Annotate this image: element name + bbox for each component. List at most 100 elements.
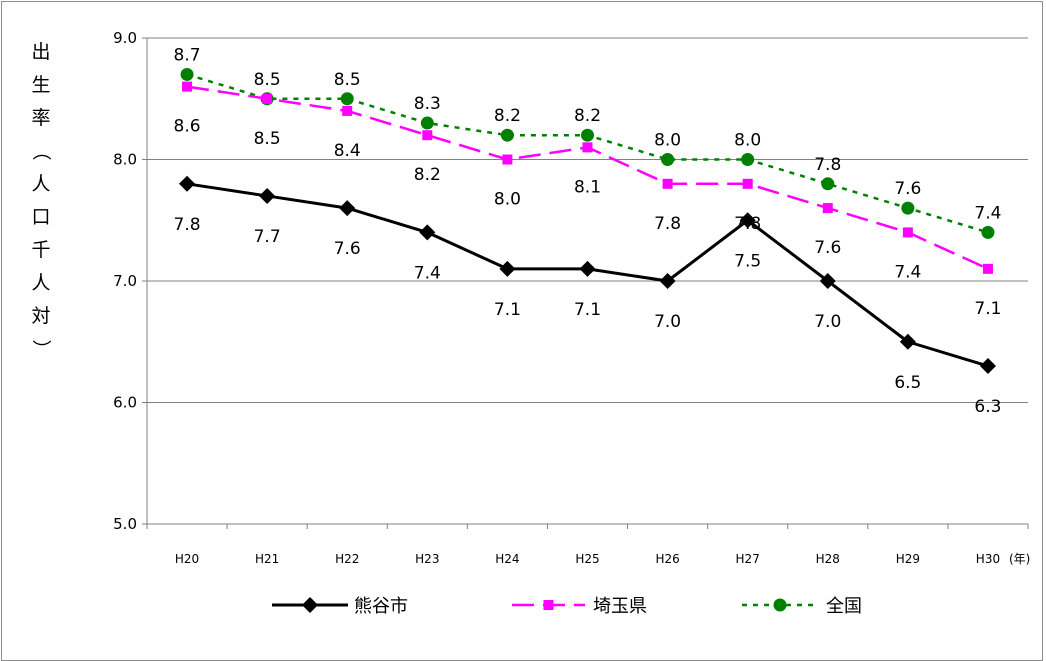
- x-tick-label: H23: [415, 552, 439, 566]
- series-0-point: [179, 175, 196, 192]
- legend-label: 熊谷市: [354, 596, 408, 617]
- series-0-point: [739, 212, 756, 229]
- data-label: 7.1: [494, 300, 521, 320]
- x-unit-label: (年): [1009, 552, 1030, 566]
- series-2-point: [340, 92, 354, 106]
- series-0-point: [579, 260, 596, 277]
- data-label: 8.3: [414, 94, 441, 114]
- data-label: 8.2: [494, 106, 521, 126]
- data-label: 8.0: [734, 131, 761, 151]
- legend-label: 埼玉県: [593, 596, 647, 617]
- series-2-point: [661, 153, 675, 166]
- series-1-point: [582, 142, 593, 153]
- data-label: 7.8: [654, 214, 681, 234]
- y-tick-labels: 5.0 6.0 7.0 8.0 9.0: [113, 29, 137, 533]
- y-axis-label-char: 対: [31, 305, 50, 327]
- series-0-point: [899, 333, 916, 350]
- data-label: 7.4: [894, 262, 921, 282]
- data-label: 6.3: [974, 397, 1001, 417]
- series-2-point: [581, 128, 594, 142]
- x-tick-label: H25: [575, 552, 599, 566]
- y-axis-label-char: 人: [31, 173, 50, 195]
- x-tick-label: H20: [175, 552, 199, 566]
- y-tick-label: 7.0: [113, 272, 137, 290]
- legend-marker: [302, 597, 318, 613]
- series-1-point: [262, 93, 273, 104]
- data-label: 7.8: [174, 215, 201, 235]
- data-label: 8.0: [654, 131, 681, 151]
- y-axis-label-char: 生: [31, 74, 50, 96]
- y-axis-label-char: 人: [31, 272, 50, 294]
- x-tick-label: H29: [896, 552, 920, 566]
- x-tick-label: H26: [655, 552, 679, 566]
- series-1-point: [502, 154, 513, 165]
- x-tick-label: H28: [816, 552, 840, 566]
- data-label: 7.6: [894, 179, 921, 199]
- gridlines: [142, 37, 1029, 529]
- data-label: 8.1: [574, 177, 601, 197]
- series-2-point: [981, 225, 995, 239]
- data-label: 7.0: [654, 312, 681, 332]
- series-1-point: [182, 81, 193, 92]
- series-2-point: [420, 116, 434, 130]
- data-label: 8.0: [494, 190, 521, 210]
- series-group: [179, 67, 996, 375]
- y-axis-label-char: 出: [31, 41, 50, 63]
- series-1-point: [982, 263, 993, 274]
- line-chart: 5.0 6.0 7.0 8.0 9.0 H20 H21 H22 H23 H24 H25 H26 H27…: [30, 29, 1030, 617]
- legend-marker: [773, 598, 787, 612]
- series-0-point: [259, 187, 276, 204]
- data-label: 7.1: [974, 299, 1001, 319]
- y-tick-label: 6.0: [113, 394, 137, 412]
- series-0-point: [339, 200, 356, 217]
- x-tick-label: H22: [335, 552, 359, 566]
- data-label: 8.5: [334, 70, 361, 90]
- data-label: 7.4: [974, 203, 1001, 223]
- y-axis-label-char: 千: [31, 239, 50, 261]
- data-label: 8.5: [254, 70, 281, 90]
- series-1-point: [422, 130, 433, 141]
- y-axis-label-char: （: [30, 141, 52, 160]
- data-label: 8.2: [414, 165, 441, 185]
- series-2-point: [821, 177, 835, 191]
- data-label: 7.4: [414, 263, 441, 283]
- x-tick-label: H21: [255, 552, 279, 566]
- series-0-point: [659, 273, 676, 289]
- legend: 熊谷市 埼玉県 全国: [272, 596, 862, 617]
- series-line-2: [186, 73, 989, 234]
- x-tick-labels: H20 H21 H22 H23 H24 H25 H26 H27 H28 H29 H30: [175, 552, 1000, 566]
- x-tick-label: H27: [736, 552, 760, 566]
- y-axis-label-char: 率: [31, 107, 50, 129]
- data-label: 7.0: [814, 312, 841, 332]
- data-label: 7.7: [254, 227, 281, 247]
- y-axis-label-char: ）: [30, 339, 52, 358]
- data-label: 6.5: [894, 373, 921, 393]
- data-label: 7.8: [734, 214, 761, 234]
- data-label: 7.5: [734, 251, 761, 271]
- series-0-point: [499, 260, 516, 277]
- series-1-point: [902, 227, 913, 238]
- x-tick-label: H24: [495, 552, 519, 566]
- series-1-point: [822, 203, 833, 214]
- data-label: 7.1: [574, 300, 601, 320]
- y-tick-label: 8.0: [113, 151, 137, 169]
- data-label: 8.4: [334, 141, 361, 161]
- x-tick-label: H30: [976, 552, 1000, 566]
- data-label: 7.6: [814, 238, 841, 258]
- series-2-point: [901, 201, 915, 215]
- series-0-point: [819, 273, 836, 289]
- series-2-point: [741, 153, 755, 166]
- series-2-point: [500, 128, 514, 142]
- y-tick-label: 9.0: [113, 29, 137, 47]
- data-labels: 7.8 7.7 7.6 7.4 7.1 7.1 7.0 7.5 7.0 6.5 6.3 8.6 8.5 8…: [174, 45, 1002, 417]
- data-label: 7.8: [814, 155, 841, 175]
- data-label: 8.2: [574, 106, 601, 126]
- series-2-point: [180, 67, 194, 81]
- y-axis-label-char: 口: [31, 206, 50, 228]
- data-label: 8.5: [254, 129, 281, 149]
- series-1-point: [742, 178, 753, 189]
- series-0-point: [979, 358, 996, 375]
- series-1-point: [662, 178, 673, 189]
- legend-label: 全国: [826, 596, 862, 617]
- series-0-point: [419, 224, 436, 241]
